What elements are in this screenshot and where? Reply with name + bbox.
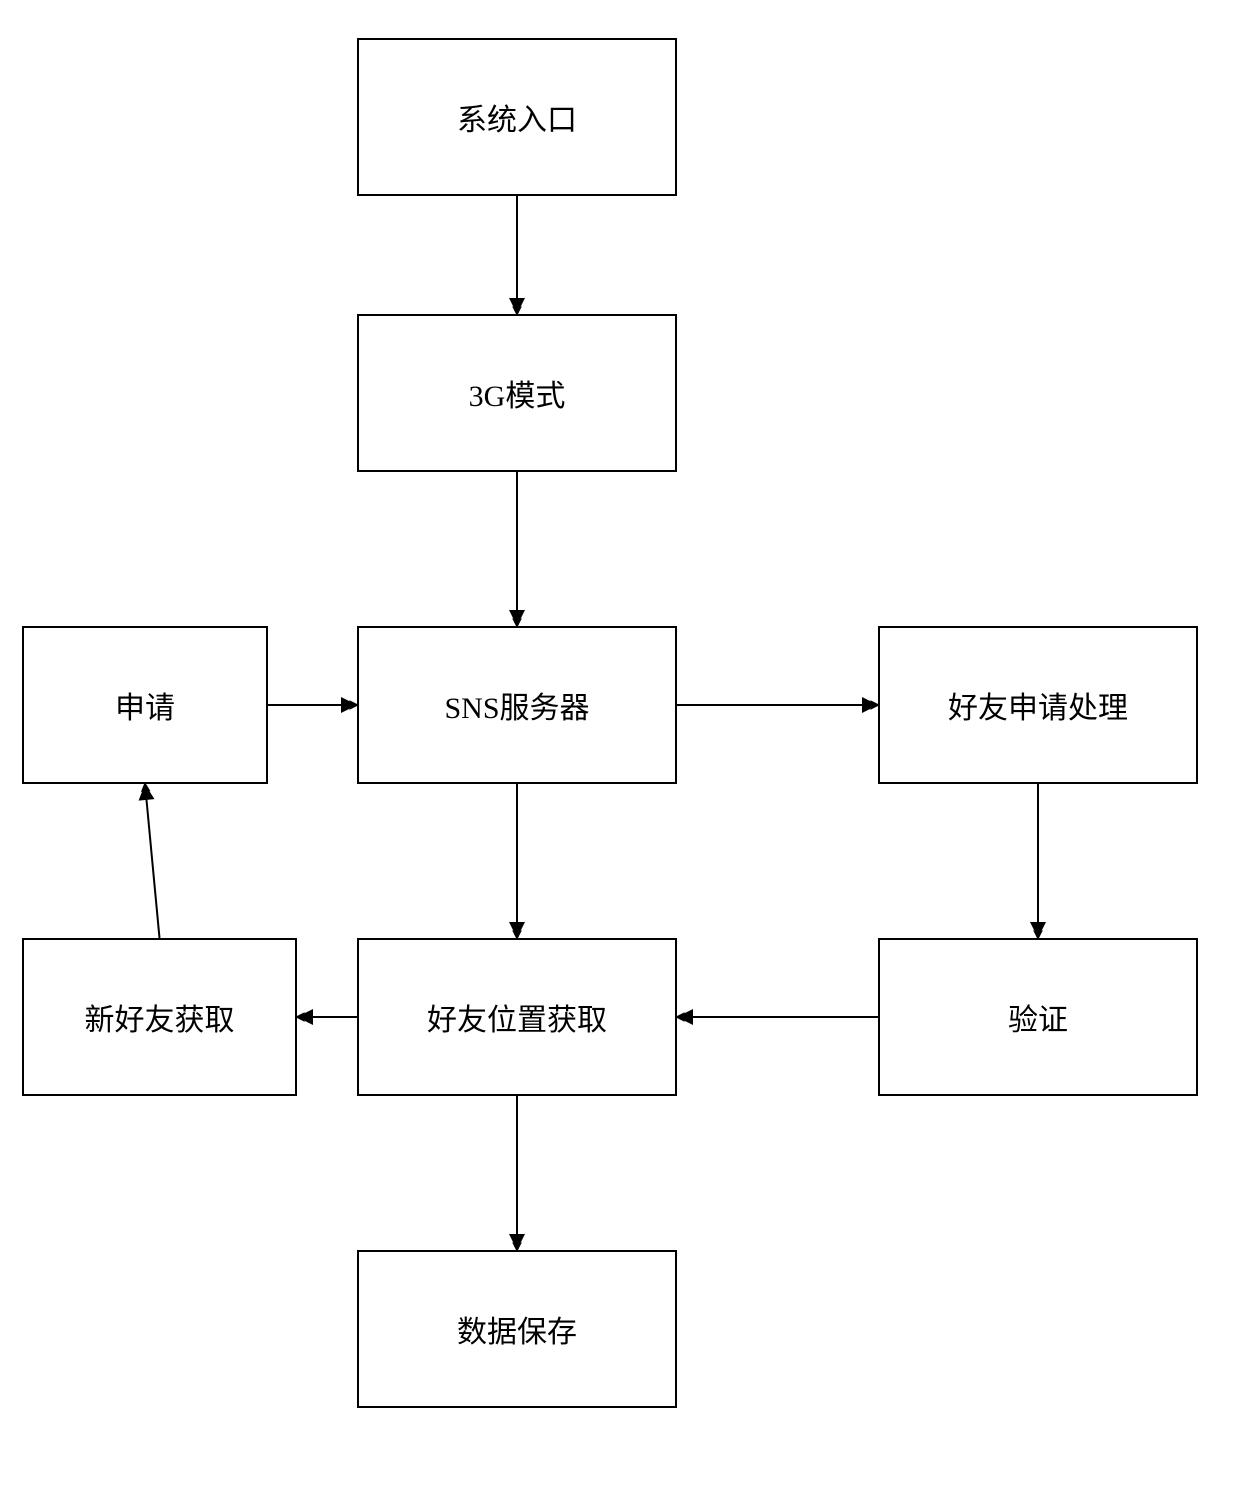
node-label: 申请 — [115, 683, 175, 727]
node-label: 新好友获取 — [85, 995, 235, 1039]
node-label: 验证 — [1008, 995, 1068, 1039]
node-handle: 好友申请处理 — [878, 626, 1198, 784]
node-newfr: 新好友获取 — [22, 938, 297, 1096]
node-mode3g: 3G模式 — [357, 314, 677, 472]
node-label: SNS服务器 — [444, 683, 589, 727]
node-sns: SNS服务器 — [357, 626, 677, 784]
node-save: 数据保存 — [357, 1250, 677, 1408]
node-label: 3G模式 — [469, 371, 566, 415]
node-label: 数据保存 — [457, 1307, 577, 1351]
node-verify: 验证 — [878, 938, 1198, 1096]
flowchart-canvas: 系统入口 3G模式 SNS服务器 申请 好友申请处理 新好友获取 好友位置获取 … — [0, 0, 1240, 1496]
node-entry: 系统入口 — [357, 38, 677, 196]
node-locate: 好友位置获取 — [357, 938, 677, 1096]
node-label: 系统入口 — [457, 95, 577, 139]
node-label: 好友申请处理 — [948, 683, 1128, 727]
node-apply: 申请 — [22, 626, 268, 784]
node-label: 好友位置获取 — [427, 995, 607, 1039]
